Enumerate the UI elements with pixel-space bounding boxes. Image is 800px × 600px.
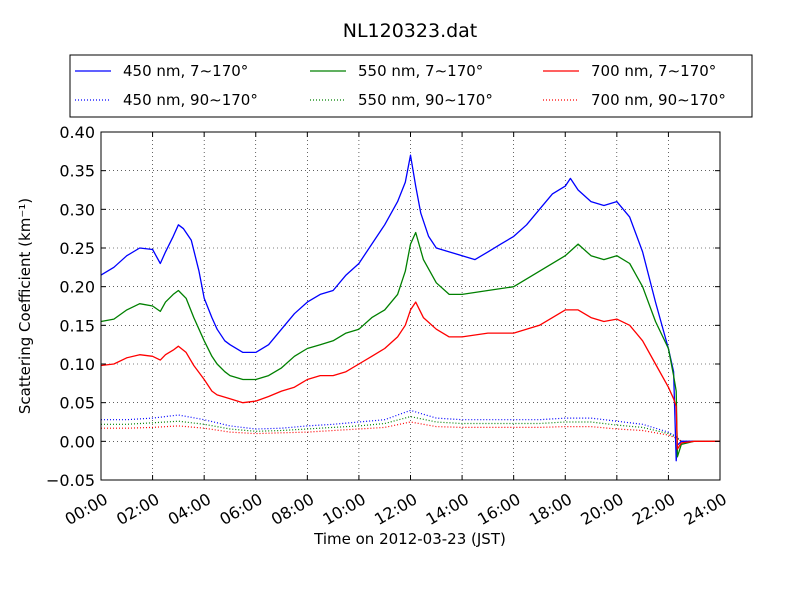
legend: 450 nm, 7∼170° 550 nm, 7∼170° 700 nm, 7∼17… [69,54,753,118]
legend-label-4: 550 nm, 90∼170° [358,91,493,109]
y-tick-label: 0.05 [59,394,95,413]
y-tick-label: 0.40 [59,123,95,142]
x-tick-label: 08:00 [268,489,317,529]
x-tick-label: 24:00 [681,489,730,529]
legend-label-0: 450 nm, 7∼170° [123,62,248,80]
x-tick-label: 22:00 [629,489,678,529]
series-line-0 [100,154,720,462]
y-tick-label: 0.35 [59,162,95,181]
y-tick-label: 0.20 [59,278,95,297]
y-axis-ticks: −0.05 0.00 0.05 0.10 0.15 0.20 0.25 0.30 0.35 0.4… [46,123,720,490]
series-line-2 [100,301,720,450]
x-tick-label: 04:00 [165,489,214,529]
legend-label-1: 550 nm, 7∼170° [358,62,483,80]
series-line-1 [100,231,720,458]
x-tick-label: 14:00 [423,489,472,529]
x-tick-label: 20:00 [577,489,626,529]
legend-label-5: 700 nm, 90∼170° [591,91,726,109]
y-tick-label: 0.00 [59,432,95,451]
x-tick-label: 02:00 [113,489,162,529]
y-tick-label: 0.30 [59,200,95,219]
y-tick-label: 0.25 [59,239,95,258]
x-tick-label: 10:00 [319,489,368,529]
chart-title: NL120323.dat [343,20,478,42]
y-tick-label: 0.10 [59,355,95,374]
x-tick-label: 00:00 [62,489,111,529]
x-tick-label: 06:00 [216,489,265,529]
x-tick-label: 18:00 [526,489,575,529]
x-tick-label: 12:00 [371,489,420,529]
legend-label-2: 700 nm, 7∼170° [591,62,716,80]
legend-frame [69,54,753,118]
series-line-4 [101,416,720,442]
x-axis-label: Time on 2012-03-23 (JST) [313,530,506,548]
y-tick-label: 0.15 [59,316,95,335]
y-tick-label: −0.05 [46,471,95,490]
x-tick-label: 16:00 [474,489,523,529]
series-line-3 [101,409,720,442]
plot-lines [100,154,720,462]
y-axis-label: Scattering Coefficient (km⁻¹) [16,198,34,414]
x-axis-ticks: 00:00 02:00 04:00 06:00 08:00 10:00 12:00 14:00… [62,132,730,529]
legend-label-3: 450 nm, 90∼170° [123,91,258,109]
